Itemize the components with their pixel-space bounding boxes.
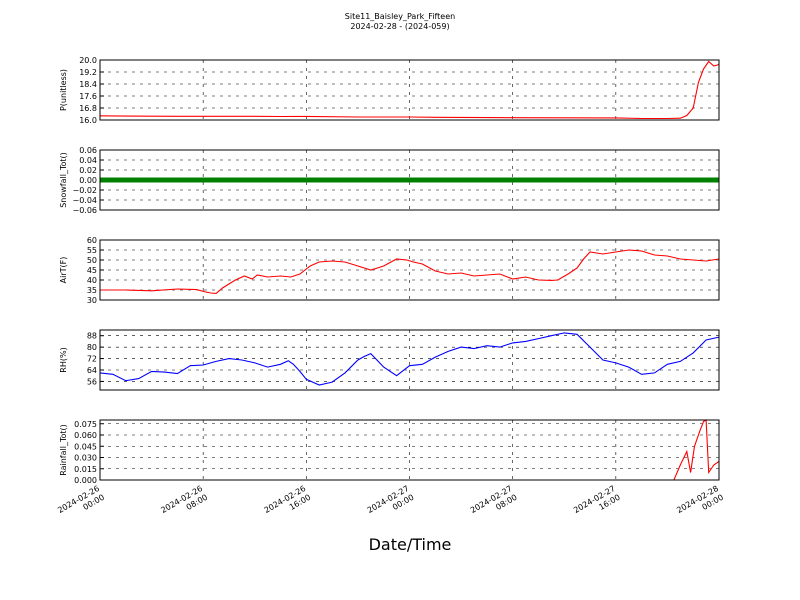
panel-1-ytick-label-2: −0.02 — [72, 186, 97, 195]
panel-1-ylabel: Snowfall_Tot() — [59, 152, 68, 208]
x-tick-label-1: 2024-02-2608:00 — [159, 484, 209, 524]
panel-3-ytick-label-1: 64 — [87, 366, 97, 375]
panel-1-ytick-label-1: −0.04 — [72, 196, 97, 205]
panel-3-ytick-label-3: 80 — [87, 343, 97, 352]
x-tick-label-5: 2024-02-2716:00 — [572, 484, 622, 524]
panel-4-ytick-label-4: 0.060 — [74, 431, 97, 440]
panel-3-frame — [99, 329, 720, 391]
panel-1-ytick-label-3: 0.00 — [79, 176, 97, 185]
panel-0: 16.0 16.8 17.6 18.4 19.2 20.0 P(unitless) — [59, 56, 720, 125]
panel-4-ytick-label-2: 0.030 — [74, 454, 97, 463]
panel-2-series — [100, 249, 720, 294]
panel-2-ylabel: AirT(F) — [59, 257, 68, 284]
chart-title: Site11_Baisley_Park_Fifteen — [345, 12, 455, 21]
x-tick-labels: 2024-02-2600:00 2024-02-2608:00 2024-02-26… — [56, 484, 725, 524]
panel-0-ytick-label-2: 17.6 — [79, 92, 97, 101]
panel-1-ytick-label-5: 0.04 — [79, 156, 97, 165]
panel-2-ytick-label-0: 30 — [87, 296, 97, 305]
panel-2-ytick-label-6: 60 — [87, 236, 97, 245]
panel-4-ytick-label-0: 0.000 — [74, 476, 97, 485]
panel-3-series — [99, 332, 720, 386]
panel-2-ytick-label-2: 40 — [87, 276, 97, 285]
panel-2-ytick-label-5: 55 — [87, 246, 97, 255]
panel-1-ytick-label-0: −0.06 — [72, 206, 97, 215]
panel-2-ytick-label-4: 50 — [87, 256, 97, 265]
panel-1: −0.06−0.04−0.020.000.020.040.06 Snowfall_… — [59, 146, 720, 215]
x-axis-label: Date/Time — [369, 535, 452, 554]
chart-subtitle: 2024-02-28 - (2024-059) — [350, 22, 449, 31]
panel-3-ytick-label-0: 56 — [87, 377, 97, 386]
panel-0-series — [99, 60, 720, 120]
panel-2-frame — [99, 239, 720, 301]
panel-0-ytick-label-3: 18.4 — [79, 80, 97, 89]
panel-4-series — [100, 419, 720, 481]
panel-3-ytick-label-2: 72 — [87, 355, 97, 364]
x-tick-label-0: 2024-02-2600:00 — [56, 484, 106, 524]
panel-3: 56 64 72 80 88 RH(%) — [59, 329, 720, 391]
panel-4: 0.000 0.015 0.030 0.045 0.060 0.075 Rainfall_T… — [59, 419, 720, 485]
panel-2-ytick-label-3: 45 — [87, 266, 97, 275]
panel-2-ytick-label-1: 35 — [87, 286, 97, 295]
panel-4-ylabel: Rainfall_Tot() — [59, 424, 68, 476]
panel-4-ytick-label-5: 0.075 — [74, 420, 97, 429]
x-tick-label-2: 2024-02-2616:00 — [263, 484, 313, 524]
panel-4-ytick-label-3: 0.045 — [74, 442, 97, 451]
panel-3-ytick-label-4: 88 — [87, 332, 97, 341]
x-tick-label-4: 2024-02-2708:00 — [469, 484, 519, 524]
panel-0-ytick-label-1: 16.8 — [79, 104, 97, 113]
panel-0-frame — [99, 59, 720, 121]
panel-0-ytick-label-4: 19.2 — [79, 68, 97, 77]
panel-4-ytick-label-1: 0.015 — [74, 465, 97, 474]
panel-0-ytick-label-0: 16.0 — [79, 116, 97, 125]
panels-group: 16.0 16.8 17.6 18.4 19.2 20.0 P(unitless) −0.06… — [59, 56, 720, 485]
panel-0-ylabel: P(unitless) — [59, 69, 68, 111]
panel-1-frame — [99, 149, 720, 211]
x-tick-label-6: 2024-02-2800:00 — [675, 484, 725, 524]
x-tick-label-3: 2024-02-2700:00 — [366, 484, 416, 524]
panel-4-frame — [99, 419, 720, 481]
panel-1-ytick-label-6: 0.06 — [79, 146, 97, 155]
panel-3-ylabel: RH(%) — [59, 347, 68, 372]
panel-1-ytick-label-4: 0.02 — [79, 166, 97, 175]
panel-0-ytick-label-5: 20.0 — [79, 56, 97, 65]
